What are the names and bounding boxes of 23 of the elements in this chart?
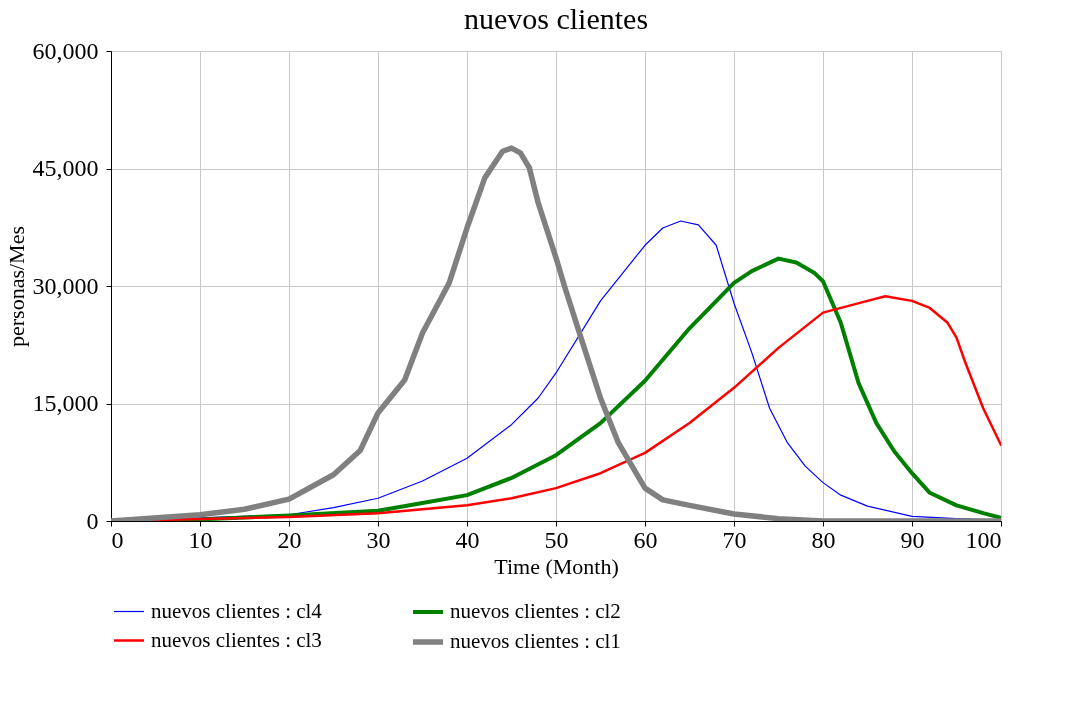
x-tick-label: 10 — [188, 526, 213, 553]
x-tick-label: 60 — [633, 526, 658, 553]
x-tick-label: 80 — [811, 526, 836, 553]
y-tick-label: 15,000 — [32, 390, 99, 416]
y-tick-label: 30,000 — [32, 272, 99, 299]
chart-title: nuevos clientes — [463, 2, 649, 35]
x-tick-label: 30 — [366, 526, 391, 553]
x-axis-title: Time (Month) — [494, 553, 619, 579]
y-tick-label: 60,000 — [32, 37, 99, 64]
x-tick-label: 20 — [277, 526, 302, 553]
x-tick-label: 40 — [455, 526, 480, 553]
y-tick-label: 45,000 — [32, 155, 99, 181]
legend-label: nuevos clientes : cl1 — [450, 629, 621, 653]
x-tick-label: 50 — [544, 526, 569, 553]
legend-label: nuevos clientes : cl3 — [151, 627, 322, 652]
x-tick-label: 70 — [722, 526, 747, 553]
x-tick-label: 0 — [111, 526, 124, 553]
y-axis-title: personas/Mes — [3, 226, 29, 347]
legend-label: nuevos clientes : cl2 — [450, 599, 621, 623]
x-tick-label: 100 — [965, 526, 1002, 553]
x-tick-label: 90 — [900, 526, 925, 553]
legend-label: nuevos clientes : cl4 — [151, 598, 323, 623]
y-tick-label: 0 — [86, 507, 99, 534]
